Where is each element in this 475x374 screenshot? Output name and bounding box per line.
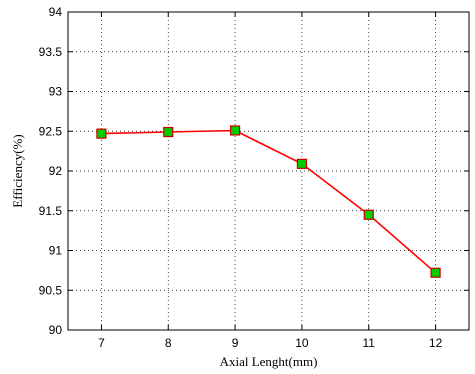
- y-tick-label-93.5: 93.5: [39, 45, 63, 59]
- series-line-0: [101, 129, 437, 274]
- x-tick-label-11: 11: [363, 336, 376, 350]
- y-tick-label-92.5: 92.5: [39, 124, 63, 138]
- y-tick-label-92: 92: [49, 164, 63, 178]
- x-tick-label-9: 9: [232, 336, 239, 350]
- x-tick-label-8: 8: [165, 336, 172, 350]
- data-point-11: [363, 209, 374, 220]
- y-axis-label: Efficiency(%): [10, 134, 25, 207]
- data-point-12: [430, 267, 441, 278]
- x-tick-label-10: 10: [295, 336, 309, 350]
- series-layer: [96, 125, 441, 278]
- x-tick-label-7: 7: [98, 336, 105, 350]
- y-tick-label-94: 94: [49, 5, 63, 19]
- y-tick-label-90: 90: [49, 323, 63, 337]
- data-point-10: [296, 158, 308, 169]
- y-tick-label-93: 93: [49, 85, 63, 99]
- data-point-9: [229, 125, 241, 136]
- x-axis-label: Axial Lenght(mm): [220, 354, 318, 369]
- x-tick-label-12: 12: [429, 336, 443, 350]
- data-point-8: [163, 126, 174, 138]
- y-tick-label-91: 91: [49, 244, 63, 258]
- data-point-7: [96, 128, 107, 139]
- axis-ticks: 7 8 9 10 11 12 90 90.5 91 91.5 92 92.5 93 93.5 94: [39, 5, 469, 350]
- grid-lines: [68, 11, 469, 331]
- y-tick-label-91.5: 91.5: [39, 204, 63, 218]
- y-tick-label-90.5: 90.5: [39, 283, 63, 297]
